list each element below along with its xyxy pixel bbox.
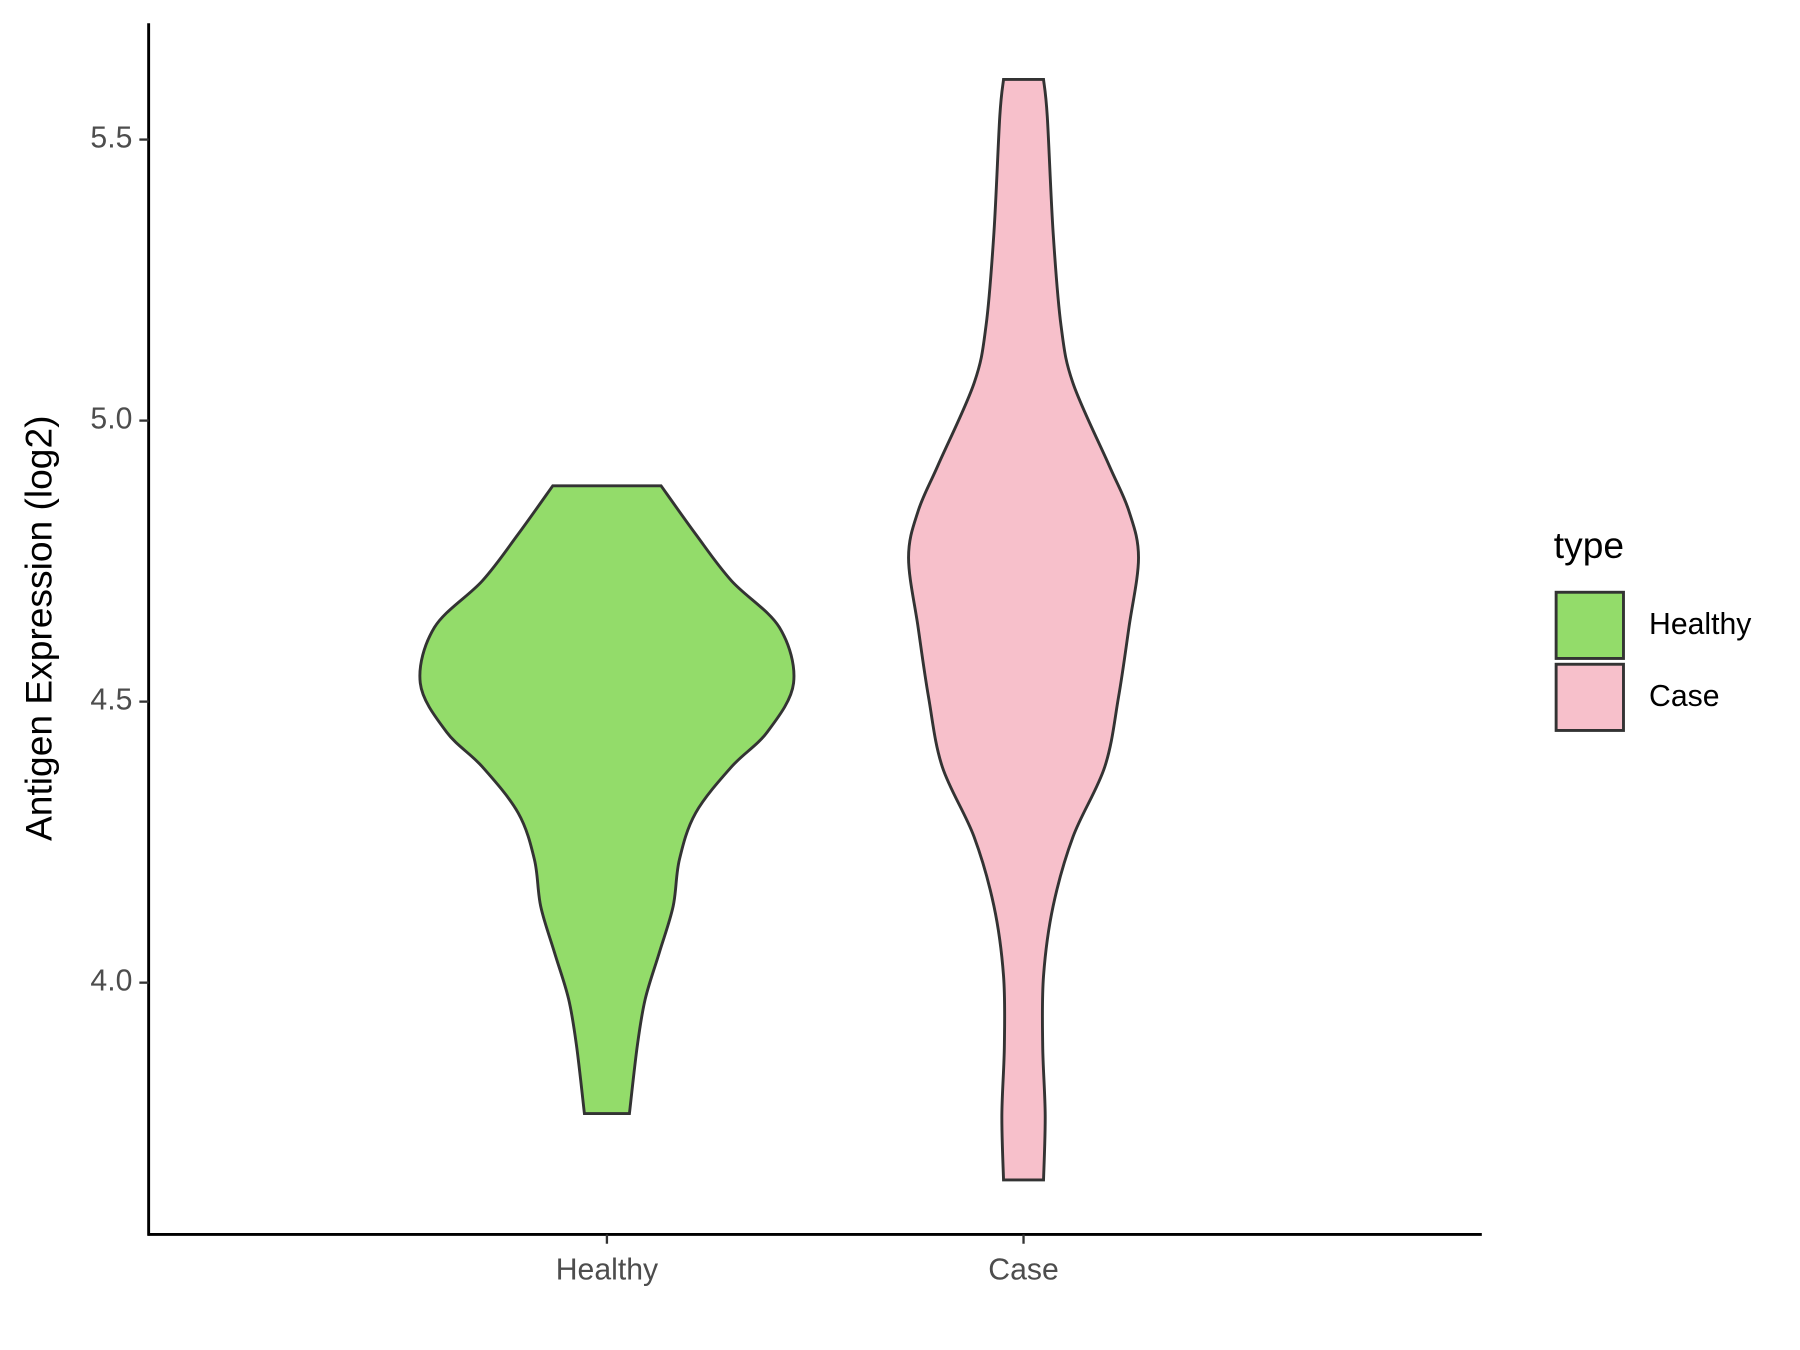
legend-key bbox=[1554, 590, 1625, 660]
y-axis-title: Antigen Expression (log2) bbox=[18, 416, 60, 841]
x-tick-label: Case bbox=[988, 1254, 1058, 1287]
x-tick-label: Healthy bbox=[556, 1254, 659, 1287]
y-tick-label: 4.5 bbox=[90, 684, 132, 717]
legend-key bbox=[1554, 662, 1625, 732]
y-tick-label: 4.0 bbox=[90, 965, 132, 998]
y-tick-label: 5.5 bbox=[90, 122, 132, 155]
violin bbox=[907, 77, 1140, 1182]
y-tick-label: 5.0 bbox=[90, 403, 132, 436]
legend-title: type bbox=[1554, 524, 1624, 566]
violin bbox=[418, 484, 796, 1116]
legend-label: Healthy bbox=[1649, 608, 1752, 641]
legend-label: Case bbox=[1649, 680, 1719, 713]
